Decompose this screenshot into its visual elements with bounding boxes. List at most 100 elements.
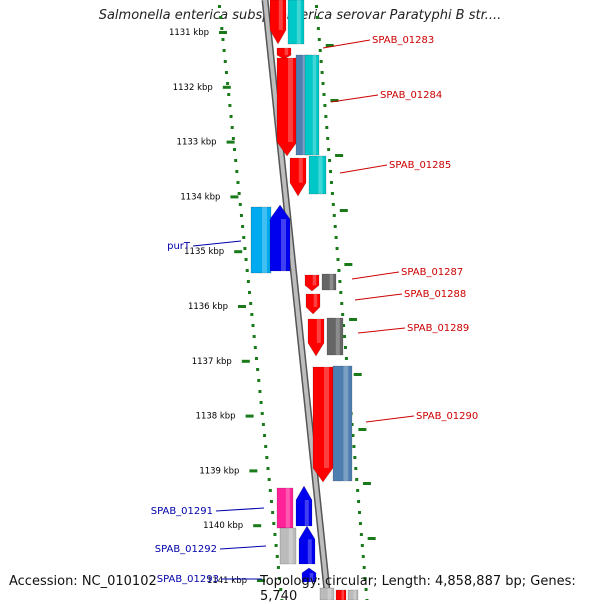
gene-feature-spab_01291[interactable] bbox=[276, 487, 294, 529]
left-tick-track bbox=[218, 5, 284, 600]
track-dot bbox=[246, 280, 250, 283]
gene-feature-spab_01287[interactable] bbox=[321, 273, 337, 291]
gene-feature-spab_01283[interactable] bbox=[269, 0, 287, 45]
gene-feature-spab_01284[interactable] bbox=[276, 57, 298, 157]
track-dot bbox=[351, 434, 355, 437]
gene-feature-spab_01287[interactable] bbox=[304, 274, 320, 292]
feature-shading bbox=[302, 55, 306, 155]
track-dot bbox=[364, 588, 368, 591]
track-dot bbox=[245, 269, 249, 272]
gene-features[interactable] bbox=[250, 0, 359, 600]
gene-feature-spab_01292[interactable] bbox=[279, 527, 297, 565]
gene-feature-purt[interactable] bbox=[250, 206, 272, 274]
track-dot bbox=[350, 423, 354, 426]
feature-shading bbox=[298, 158, 303, 183]
accession-text: Accession: NC_010102 bbox=[9, 574, 157, 589]
gene-feature-spab_01293[interactable] bbox=[319, 587, 335, 600]
scale-major-tick bbox=[234, 250, 243, 254]
gene-feature-spab_01292[interactable] bbox=[298, 525, 316, 565]
gene-feature-spab_01288[interactable] bbox=[305, 293, 321, 315]
track-dot bbox=[228, 104, 232, 107]
gene-leader-line bbox=[192, 240, 242, 247]
scale-major-tick bbox=[219, 31, 227, 34]
feature-shading bbox=[262, 207, 267, 273]
gene-labels[interactable]: SPAB_01283 SPAB_01284 SPAB_01285 purT SPAB_0… bbox=[151, 35, 479, 585]
track-dot bbox=[263, 434, 267, 437]
track-dot bbox=[316, 27, 320, 30]
track-dot bbox=[341, 313, 345, 316]
scale-label: 1138 kbp bbox=[196, 412, 236, 422]
track-dot bbox=[355, 478, 359, 481]
track-dot bbox=[239, 214, 243, 217]
track-dot bbox=[279, 588, 283, 591]
track-dot bbox=[330, 192, 334, 195]
gene-feature-spab_01283[interactable] bbox=[287, 0, 305, 45]
gene-label-spab_01283[interactable]: SPAB_01283 bbox=[372, 35, 434, 46]
track-dot bbox=[271, 511, 275, 514]
feature-shading bbox=[307, 539, 312, 564]
feature-shading bbox=[313, 294, 318, 307]
gene-feature-spab_01285[interactable] bbox=[289, 157, 307, 197]
gene-feature-purt[interactable] bbox=[269, 204, 291, 272]
track-dot bbox=[256, 368, 260, 371]
track-dot bbox=[237, 192, 241, 195]
scale-major-tick bbox=[253, 524, 262, 528]
track-dot bbox=[358, 511, 362, 514]
track-dot bbox=[234, 159, 238, 162]
feature-shading bbox=[288, 528, 293, 564]
right-major-tick bbox=[335, 154, 344, 157]
gene-label-spab_01293[interactable]: SPAB_01293 bbox=[157, 574, 219, 585]
scale-major-tick bbox=[249, 469, 258, 473]
feature-shading bbox=[309, 572, 314, 582]
gene-label-spab_01290[interactable]: SPAB_01290 bbox=[416, 411, 478, 422]
right-major-tick bbox=[353, 373, 362, 376]
right-tick-track bbox=[315, 5, 369, 600]
gene-feature-spab_01285[interactable] bbox=[308, 155, 327, 195]
gene-feature-spab_01291[interactable] bbox=[295, 485, 313, 527]
feature-shading bbox=[335, 318, 340, 355]
gene-label-spab_01292[interactable]: SPAB_01292 bbox=[155, 544, 217, 555]
track-dot bbox=[257, 379, 261, 382]
gene-feature-spab_01289[interactable] bbox=[326, 317, 344, 356]
gene-feature-spab_01289[interactable] bbox=[307, 318, 325, 357]
track-dot bbox=[337, 269, 341, 272]
gene-label-spab_01288[interactable]: SPAB_01288 bbox=[404, 289, 466, 300]
scale-label: 1135 kbp bbox=[184, 247, 224, 257]
track-dot bbox=[315, 5, 318, 8]
gene-label-spab_01284[interactable]: SPAB_01284 bbox=[380, 90, 442, 101]
gene-label-purt[interactable]: purT bbox=[167, 241, 191, 252]
gene-feature-spab_01284[interactable] bbox=[304, 54, 320, 156]
gene-feature-spab_01284[interactable] bbox=[276, 47, 292, 60]
gene-leader-line bbox=[339, 164, 388, 174]
track-dot bbox=[359, 533, 363, 536]
feature-shading bbox=[284, 48, 289, 56]
gene-label-spab_01291[interactable]: SPAB_01291 bbox=[151, 506, 213, 517]
track-dot bbox=[268, 489, 272, 492]
track-dot bbox=[233, 148, 237, 151]
feature-shading bbox=[304, 500, 309, 526]
track-dot bbox=[339, 291, 343, 294]
right-major-tick bbox=[339, 209, 348, 212]
track-dot bbox=[264, 445, 268, 448]
feature-shading bbox=[312, 275, 317, 286]
gene-feature-spab_01293[interactable] bbox=[301, 567, 317, 583]
gene-feature-continuation[interactable] bbox=[335, 589, 347, 600]
gene-feature-spab_01290[interactable] bbox=[332, 365, 353, 482]
gene-feature-continuation[interactable] bbox=[347, 589, 359, 600]
track-dot bbox=[219, 16, 223, 19]
track-dot bbox=[261, 423, 265, 426]
gene-label-spab_01287[interactable]: SPAB_01287 bbox=[401, 267, 463, 278]
gene-label-spab_01289[interactable]: SPAB_01289 bbox=[407, 323, 469, 334]
gene-feature-spab_01290[interactable] bbox=[312, 366, 334, 483]
track-dot bbox=[335, 247, 339, 250]
gene-label-spab_01285[interactable]: SPAB_01285 bbox=[389, 160, 451, 171]
track-dot bbox=[352, 445, 356, 448]
track-dot bbox=[361, 555, 365, 558]
track-dot bbox=[250, 313, 254, 316]
scale-label: 1141 kbp bbox=[207, 576, 247, 586]
track-dot bbox=[243, 247, 247, 250]
right-major-tick bbox=[344, 263, 353, 266]
gene-leader-line bbox=[215, 507, 265, 512]
track-dot bbox=[260, 412, 264, 415]
